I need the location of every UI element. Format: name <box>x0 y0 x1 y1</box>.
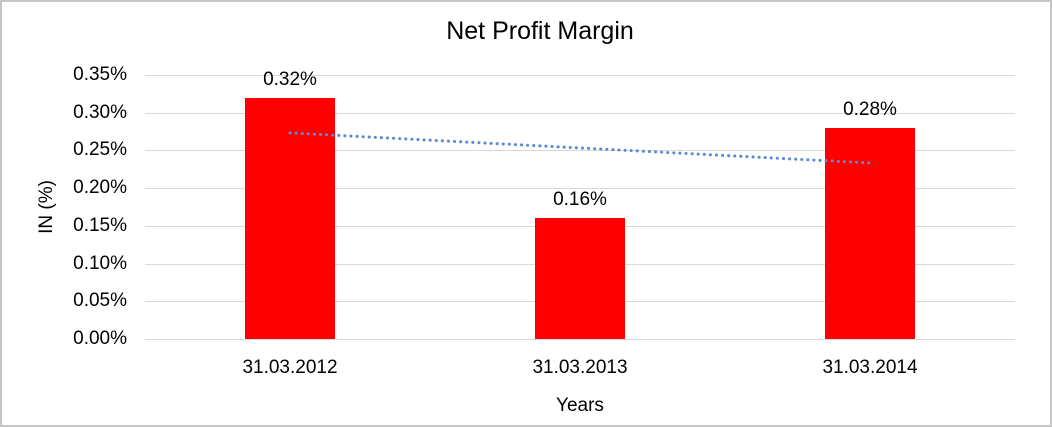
plot-area: 0.32% 0.16% 0.28% <box>145 69 1015 340</box>
bar-31.03.2012 <box>245 97 335 339</box>
y-tick-label: 0.25% <box>73 139 127 161</box>
x-category-label: 31.03.2014 <box>822 357 918 378</box>
data-label: 0.16% <box>553 189 607 211</box>
data-label: 0.28% <box>843 98 897 120</box>
gridline <box>145 188 1015 190</box>
y-tick-label: 0.10% <box>73 252 127 274</box>
y-tick-label: 0.05% <box>73 290 127 312</box>
gridline <box>145 75 1015 76</box>
gridline <box>145 339 1015 340</box>
y-tick-label: 0.15% <box>73 214 127 236</box>
gridline <box>145 112 1015 114</box>
y-tick-label: 0.30% <box>73 101 127 123</box>
x-category-label: 31.03.2012 <box>242 357 338 378</box>
y-tick-label: 0.20% <box>73 177 127 199</box>
bar-31.03.2014 <box>825 127 915 339</box>
x-axis-title: Years <box>556 395 604 416</box>
y-tick-label: 0.35% <box>73 64 127 85</box>
x-category-label: 31.03.2013 <box>532 357 628 378</box>
chart-title: Net Profit Margin <box>446 17 634 45</box>
data-label: 0.32% <box>263 68 317 90</box>
y-tick-label: 0.00% <box>73 328 127 349</box>
bar-31.03.2013 <box>535 218 625 339</box>
